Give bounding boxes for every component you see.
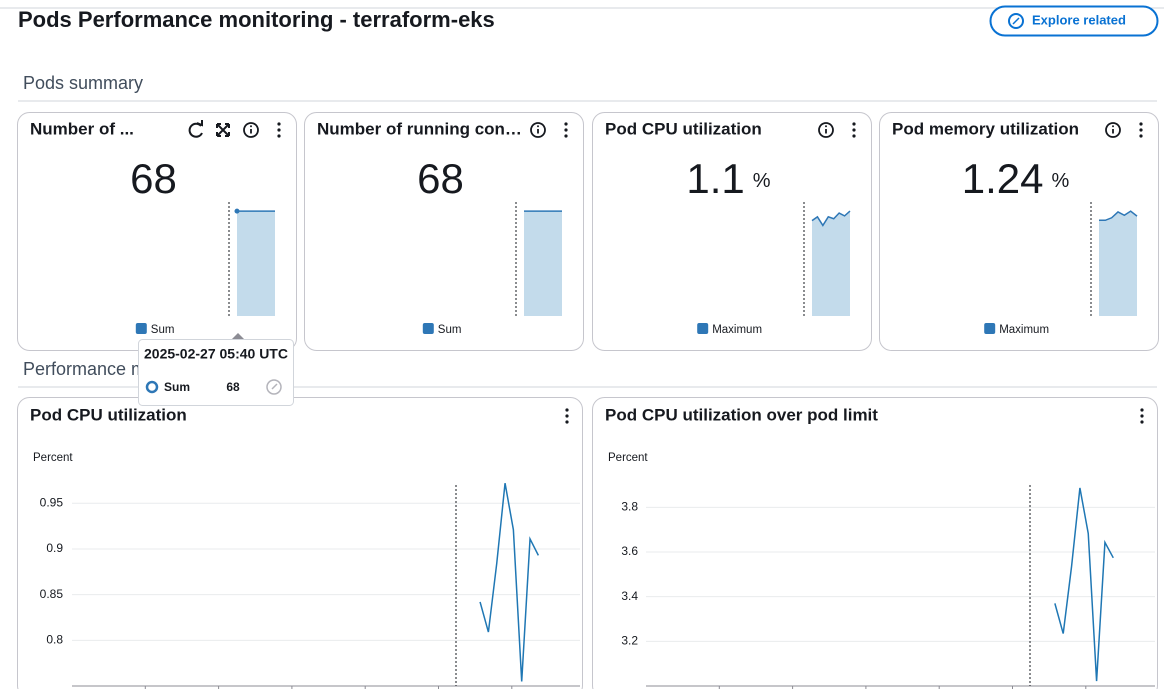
info-icon-dot (825, 125, 827, 128)
legend-swatch[interactable] (422, 323, 434, 334)
y-axis-label: Percent (33, 452, 73, 464)
info-icon-dot (250, 125, 252, 128)
chart-title: Pod CPU utilization over pod limit (605, 405, 878, 424)
legend-swatch[interactable] (135, 323, 147, 334)
sparkline-area (524, 211, 562, 316)
menu-dot[interactable] (564, 128, 568, 132)
big-number-value: 1.1 (686, 155, 744, 202)
menu-dot[interactable] (564, 122, 568, 126)
big-number: 68 (417, 155, 464, 202)
big-number-unit: % (753, 170, 771, 192)
info-icon-dot (537, 125, 539, 128)
sparkline (811, 210, 851, 227)
big-number-value: 1.24 (962, 155, 1044, 202)
compass-icon (1008, 13, 1024, 29)
y-tick-label: 3.8 (621, 500, 638, 514)
big-number-value: 68 (417, 155, 464, 202)
y-axis-label: Percent (608, 452, 648, 464)
compass-needle (1012, 17, 1020, 25)
y-tick-label: 3.6 (621, 544, 638, 558)
tooltip-value: 68 (226, 380, 240, 394)
info-icon[interactable] (243, 122, 259, 138)
menu-dot[interactable] (1139, 122, 1143, 126)
sparkline (1099, 210, 1138, 222)
menu-dot[interactable] (1139, 128, 1143, 132)
info-icon[interactable] (818, 122, 834, 138)
menu-dot[interactable] (565, 420, 569, 424)
tooltip (138, 339, 294, 406)
widget-card (304, 112, 584, 351)
y-tick-label: 3.4 (621, 589, 638, 603)
y-tick-label: 0.95 (40, 495, 64, 509)
menu-dot[interactable] (277, 134, 281, 138)
widget-card (592, 112, 872, 351)
big-number: 1.1% (686, 155, 770, 202)
big-number-unit: % (1051, 170, 1069, 192)
menu-dot[interactable] (1140, 414, 1144, 418)
info-icon-dot (1112, 125, 1114, 128)
legend-label[interactable]: Maximum (712, 324, 762, 336)
menu-dot[interactable] (565, 408, 569, 412)
widget-title: Pod memory utilization (892, 119, 1079, 138)
menu-dot[interactable] (852, 122, 856, 126)
menu-dot[interactable] (1140, 420, 1144, 424)
expand-icon[interactable] (216, 123, 230, 137)
chart-card (17, 397, 583, 689)
data-line (479, 483, 540, 682)
menu-dot[interactable] (852, 128, 856, 132)
sparkline-area (237, 211, 275, 316)
chart-title: Pod CPU utilization (30, 405, 187, 424)
y-tick-label: 0.8 (46, 632, 63, 646)
sparkline-area (812, 211, 850, 316)
y-tick-label: 3.2 (621, 634, 638, 648)
menu-dot[interactable] (1139, 134, 1143, 138)
menu-dot[interactable] (1140, 408, 1144, 412)
menu-dot[interactable] (852, 134, 856, 138)
tooltip-time: 2025-02-27 05:40 UTC (144, 346, 288, 362)
legend-swatch[interactable] (697, 323, 709, 334)
menu-dot[interactable] (277, 122, 281, 126)
refresh-arrow (196, 120, 203, 127)
info-icon[interactable] (530, 122, 546, 138)
explore-button[interactable] (989, 5, 1159, 37)
big-number: 1.24% (962, 155, 1070, 202)
legend-swatch[interactable] (984, 323, 996, 334)
tooltip-pointer (232, 333, 244, 339)
tooltip-series-marker (145, 380, 159, 394)
menu-dot[interactable] (565, 414, 569, 418)
menu-dot[interactable] (277, 128, 281, 132)
menu-dot[interactable] (564, 134, 568, 138)
page-title: Pods Performance monitoring - terraform-… (18, 7, 495, 32)
y-tick-label: 0.85 (40, 587, 64, 601)
info-icon[interactable] (1105, 122, 1121, 138)
big-number: 68 (130, 155, 177, 202)
chart-card (592, 397, 1158, 689)
tooltip-explore-needle (271, 383, 278, 390)
y-tick-label: 0.9 (46, 541, 63, 555)
big-number-value: 68 (130, 155, 177, 202)
widget-title: Number of ... (30, 119, 134, 138)
legend-label[interactable]: Sum (438, 324, 462, 336)
tooltip-explore-icon[interactable] (266, 379, 282, 395)
legend-label[interactable]: Sum (151, 324, 175, 336)
widget-title: Number of running con… (317, 119, 522, 138)
legend-label[interactable]: Maximum (999, 324, 1049, 336)
widget-title: Pod CPU utilization (605, 119, 762, 138)
data-line (1054, 487, 1114, 682)
tooltip-series: Sum (164, 380, 190, 394)
hover-point (234, 208, 240, 214)
sparkline-area (1099, 211, 1137, 316)
widget-card (879, 112, 1159, 351)
section-title: Pods summary (23, 73, 143, 93)
explore-button-label[interactable]: Explore related (1032, 12, 1126, 27)
